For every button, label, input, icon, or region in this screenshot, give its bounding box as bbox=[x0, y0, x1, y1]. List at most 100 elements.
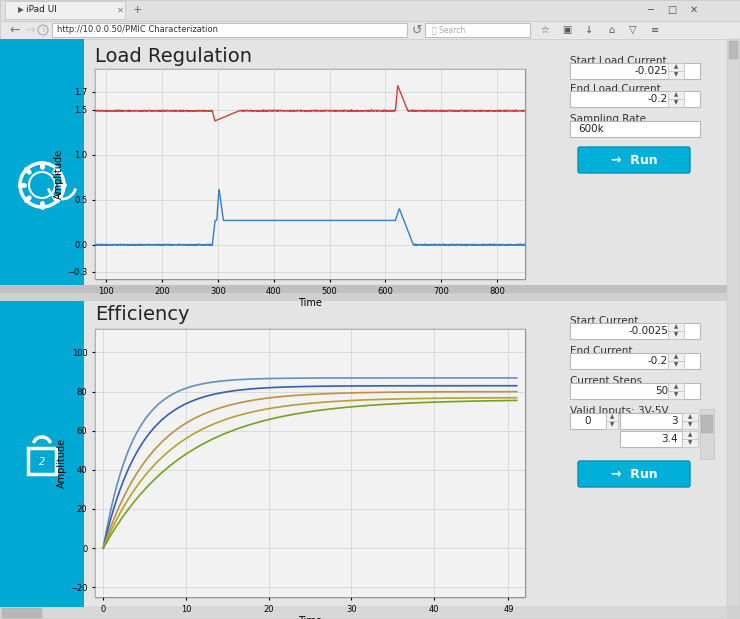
Bar bbox=[424, 391, 524, 539]
Bar bbox=[570, 383, 700, 399]
Text: -0.0025: -0.0025 bbox=[628, 326, 668, 336]
Bar bbox=[668, 99, 684, 107]
Bar bbox=[424, 74, 524, 129]
Text: Current: Current bbox=[447, 98, 481, 106]
Text: Start Load Current: Start Load Current bbox=[570, 56, 667, 66]
Text: Sampling Rate: Sampling Rate bbox=[570, 114, 646, 124]
Bar bbox=[620, 413, 682, 429]
Text: ▼: ▼ bbox=[674, 363, 678, 368]
Text: http://10.0.0.50/PMIC Characterization: http://10.0.0.50/PMIC Characterization bbox=[57, 25, 218, 35]
Text: ↓: ↓ bbox=[585, 25, 593, 35]
Bar bbox=[0, 0, 740, 21]
Text: ▲: ▲ bbox=[674, 324, 678, 329]
Text: 🔍 Search: 🔍 Search bbox=[432, 25, 465, 35]
Text: -0.2: -0.2 bbox=[648, 356, 668, 366]
FancyBboxPatch shape bbox=[578, 461, 690, 487]
FancyBboxPatch shape bbox=[578, 147, 690, 173]
Bar bbox=[0, 285, 727, 293]
Bar bbox=[727, 39, 740, 607]
Bar bbox=[0, 39, 727, 285]
Text: ▼: ▼ bbox=[674, 100, 678, 105]
Text: ▲: ▲ bbox=[610, 415, 614, 420]
Text: DUT 4: DUT 4 bbox=[447, 477, 474, 487]
Bar bbox=[668, 323, 684, 331]
Bar bbox=[606, 421, 618, 429]
Y-axis label: Amplitude: Amplitude bbox=[57, 438, 67, 488]
Bar bbox=[0, 301, 84, 607]
Text: ▼: ▼ bbox=[688, 423, 692, 428]
Text: ▲: ▲ bbox=[688, 415, 692, 420]
Text: iPad UI: iPad UI bbox=[26, 6, 57, 14]
Text: End Current: End Current bbox=[570, 346, 633, 356]
Bar bbox=[700, 409, 714, 459]
Text: DUT 2: DUT 2 bbox=[447, 425, 474, 435]
Text: ▽: ▽ bbox=[629, 25, 636, 35]
Text: →  Run: → Run bbox=[610, 154, 657, 167]
Text: -0.2: -0.2 bbox=[648, 94, 668, 104]
Text: 600k: 600k bbox=[578, 124, 604, 134]
Bar bbox=[425, 23, 530, 37]
Text: ▶: ▶ bbox=[18, 6, 24, 14]
Text: □: □ bbox=[667, 5, 676, 15]
Text: ⌂: ⌂ bbox=[608, 25, 614, 35]
Bar bbox=[0, 607, 740, 619]
Bar bbox=[570, 413, 606, 429]
Bar bbox=[729, 41, 738, 59]
Bar bbox=[570, 323, 700, 339]
Text: ☆: ☆ bbox=[541, 25, 549, 35]
Bar bbox=[52, 23, 407, 37]
Bar bbox=[701, 415, 713, 433]
Text: ✕: ✕ bbox=[690, 5, 698, 15]
Text: 3: 3 bbox=[671, 416, 678, 426]
Bar bbox=[570, 63, 700, 79]
Bar bbox=[668, 353, 684, 361]
Text: ▣: ▣ bbox=[562, 25, 571, 35]
Text: ▼: ▼ bbox=[518, 427, 523, 433]
Text: ▼: ▼ bbox=[518, 479, 523, 485]
Text: ▲: ▲ bbox=[674, 92, 678, 98]
Text: Valid Inputs: 3V-5V: Valid Inputs: 3V-5V bbox=[570, 406, 669, 416]
Text: ─: ─ bbox=[647, 5, 653, 15]
Bar bbox=[668, 63, 684, 71]
Bar bbox=[727, 607, 740, 619]
Bar bbox=[0, 39, 84, 285]
Bar bbox=[668, 383, 684, 391]
Bar bbox=[682, 431, 698, 439]
Text: ▼: ▼ bbox=[674, 332, 678, 337]
Text: ▲: ▲ bbox=[674, 355, 678, 360]
Bar bbox=[606, 413, 618, 421]
Text: ≡: ≡ bbox=[651, 25, 659, 35]
Text: ▼: ▼ bbox=[518, 505, 523, 511]
Text: -0.025: -0.025 bbox=[635, 66, 668, 76]
Text: 50: 50 bbox=[655, 386, 668, 396]
Text: ▲: ▲ bbox=[688, 433, 692, 438]
Text: Load Regulation: Load Regulation bbox=[95, 48, 252, 66]
Text: ▼: ▼ bbox=[518, 99, 523, 105]
Text: Voltage: Voltage bbox=[447, 79, 481, 89]
Text: ▼: ▼ bbox=[518, 81, 523, 87]
Text: ▼: ▼ bbox=[674, 392, 678, 397]
Bar bbox=[570, 353, 700, 369]
Bar bbox=[5, 1, 125, 19]
Text: ✕: ✕ bbox=[117, 6, 124, 14]
Text: 0: 0 bbox=[585, 416, 591, 426]
Text: End Load Current: End Load Current bbox=[570, 84, 661, 94]
Bar bbox=[668, 361, 684, 369]
X-axis label: Time: Time bbox=[298, 298, 322, 308]
Bar bbox=[570, 121, 700, 137]
Text: ▼: ▼ bbox=[688, 441, 692, 446]
Bar bbox=[95, 69, 525, 279]
Text: ↺: ↺ bbox=[412, 24, 423, 37]
Text: →  Run: → Run bbox=[610, 467, 657, 480]
Text: Efficiency: Efficiency bbox=[95, 305, 189, 324]
Bar bbox=[0, 301, 727, 607]
Bar bbox=[620, 431, 682, 447]
Text: ←: ← bbox=[9, 24, 19, 37]
Text: ▼: ▼ bbox=[518, 453, 523, 459]
Bar bbox=[682, 413, 698, 421]
Bar bbox=[0, 21, 740, 39]
Bar bbox=[668, 391, 684, 399]
Text: i: i bbox=[42, 27, 44, 33]
Bar bbox=[668, 331, 684, 339]
Text: ▼: ▼ bbox=[674, 72, 678, 77]
